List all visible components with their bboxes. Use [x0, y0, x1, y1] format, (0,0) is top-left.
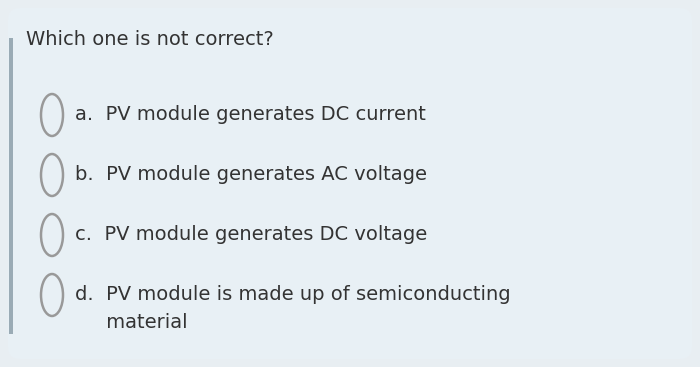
- Bar: [9, 38, 13, 334]
- Text: a.  PV module generates DC current: a. PV module generates DC current: [75, 105, 426, 124]
- Ellipse shape: [41, 274, 63, 316]
- Ellipse shape: [41, 214, 63, 256]
- Ellipse shape: [41, 94, 63, 136]
- Text: b.  PV module generates AC voltage: b. PV module generates AC voltage: [75, 166, 427, 185]
- Text: material: material: [75, 313, 188, 333]
- Text: c.  PV module generates DC voltage: c. PV module generates DC voltage: [75, 225, 427, 244]
- Ellipse shape: [41, 154, 63, 196]
- Text: d.  PV module is made up of semiconducting: d. PV module is made up of semiconductin…: [75, 286, 510, 305]
- Text: Which one is not correct?: Which one is not correct?: [26, 30, 274, 49]
- FancyBboxPatch shape: [8, 8, 692, 359]
